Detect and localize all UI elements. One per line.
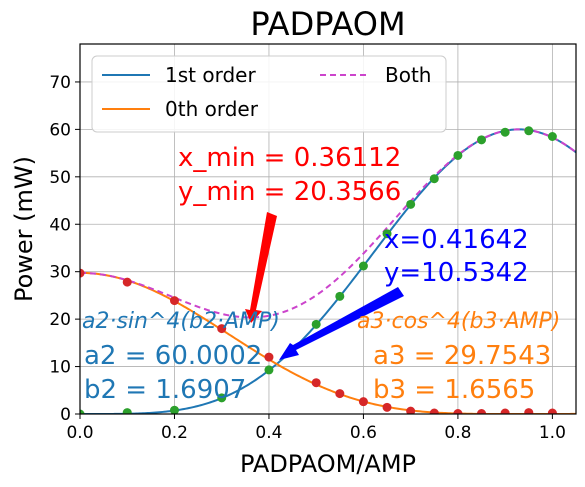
fit-zeroth-formula: a3·cos^4(b3·AMP) — [357, 309, 560, 334]
fit-first-b: b2 = 1.6907 — [84, 375, 246, 405]
point-0th-order — [453, 409, 463, 414]
cross-annotation-y: y=10.5342 — [384, 258, 529, 288]
x-tick-label: 0.6 — [350, 423, 377, 443]
point-1st-order — [500, 127, 510, 137]
y-tick-label: 20 — [49, 310, 71, 330]
point-0th-order — [547, 408, 557, 414]
point-0th-order — [500, 408, 510, 414]
y-axis-label: Power (mW) — [10, 156, 38, 302]
point-0th-order — [524, 408, 534, 414]
x-tick-label: 0.2 — [161, 423, 188, 443]
point-0th-order — [382, 402, 392, 412]
legend-label-both: Both — [385, 63, 431, 87]
x-tick-label: 0.0 — [66, 423, 93, 443]
point-0th-order — [217, 324, 227, 334]
point-1st-order — [264, 365, 274, 375]
x-axis-label: PADPAOM/AMP — [240, 450, 416, 478]
x-tick-label: 0.4 — [255, 423, 282, 443]
point-0th-order — [429, 408, 439, 414]
plot-frame — [79, 43, 577, 415]
point-1st-order — [122, 408, 132, 414]
point-1st-order — [477, 135, 487, 145]
point-1st-order — [335, 291, 345, 301]
point-1st-order — [311, 319, 321, 329]
point-0th-order — [358, 397, 368, 407]
legend: 1st order 0th order Both — [91, 55, 447, 133]
x-tick-label: 0.8 — [444, 423, 471, 443]
point-1st-order — [524, 126, 534, 136]
point-0th-order — [335, 389, 345, 399]
cross-annotation-arrow — [279, 287, 404, 360]
point-0th-order — [122, 277, 132, 287]
curve-1st-order — [80, 128, 576, 414]
point-1st-order — [382, 229, 392, 239]
fit-first-formula: a2·sin^4(b2·AMP) — [82, 309, 280, 334]
point-0th-order — [311, 378, 321, 388]
point-1st-order — [217, 393, 227, 403]
point-1st-order — [429, 174, 439, 184]
y-tick-label: 60 — [49, 120, 71, 140]
point-0th-order — [264, 352, 274, 362]
point-1st-order — [406, 199, 416, 209]
point-1st-order — [169, 405, 179, 414]
point-1st-order — [80, 409, 85, 414]
cross-annotation-x: x=0.41642 — [384, 225, 529, 255]
legend-box — [91, 55, 447, 133]
point-1st-order — [453, 150, 463, 160]
fit-zeroth-b: b3 = 1.6565 — [373, 375, 535, 405]
point-1st-order — [358, 261, 368, 271]
measured-points — [80, 126, 557, 414]
fit-zeroth-a: a3 = 29.7543 — [373, 341, 551, 371]
point-1st-order — [547, 132, 557, 141]
point-0th-order — [169, 296, 179, 306]
y-tick-label: 10 — [49, 358, 71, 378]
x-tick-label: 1.0 — [539, 423, 566, 443]
fit-first-a: a2 = 60.0002 — [84, 341, 262, 371]
y-tick-label: 30 — [49, 263, 71, 283]
min-annotation-y: y_min = 20.3566 — [178, 177, 401, 207]
point-0th-order — [406, 406, 416, 414]
y-tick-label: 40 — [49, 215, 71, 235]
chart-title: PADPAOM — [250, 5, 405, 43]
y-tick-label: 50 — [49, 168, 71, 188]
curve-both — [80, 128, 576, 319]
axis-ticks: 0.0 0.2 0.4 0.6 0.8 1.0 0 10 20 30 40 50 60 70 — [49, 73, 566, 443]
point-0th-order — [80, 268, 85, 278]
legend-label-1st-order: 1st order — [165, 63, 256, 87]
y-tick-label: 70 — [49, 73, 71, 93]
y-tick-label: 0 — [60, 405, 71, 425]
min-annotation-arrow — [245, 212, 277, 323]
min-annotation-x: x_min = 0.36112 — [178, 143, 401, 173]
legend-label-0th-order: 0th order — [165, 97, 259, 121]
point-0th-order — [477, 409, 487, 414]
